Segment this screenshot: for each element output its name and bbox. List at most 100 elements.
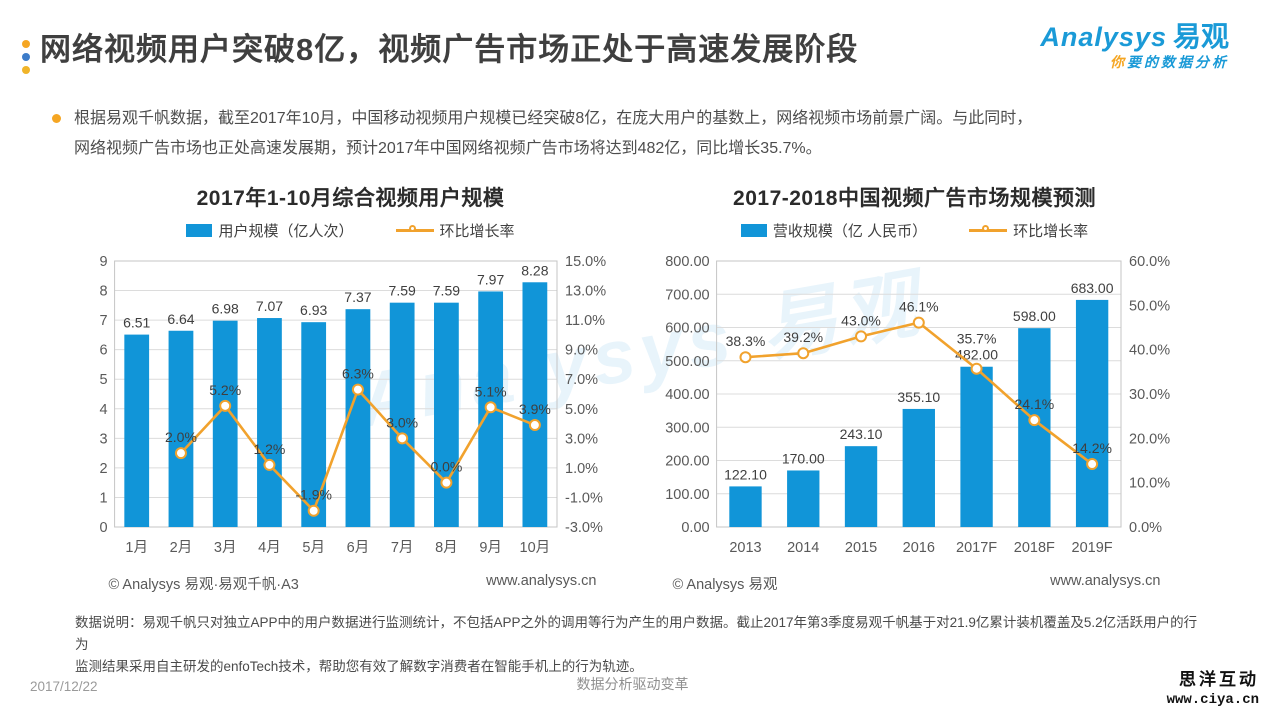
- chart-users: 2017年1-10月综合视频用户规模 用户规模（亿人次） 环比增长率 9 8 7 6 5…: [95, 182, 607, 594]
- bar: [1075, 299, 1108, 527]
- line-marker: [262, 458, 275, 471]
- combo-chart-svg: 800.00 700.00 600.00 500.00 400.00 300.00 200.…: [665, 254, 1170, 556]
- percent-label: 14.2%: [1072, 440, 1112, 456]
- bar-value-label: 6.64: [167, 311, 194, 327]
- y-axis-left-tick: 4: [99, 402, 107, 418]
- line-marker: [351, 383, 364, 396]
- y-axis-right-tick: 0.0%: [1129, 520, 1162, 536]
- percent-label: 24.1%: [1014, 396, 1054, 412]
- summary-line-2: 网络视频广告市场也正处高速发展期，预计2017年中国网络视频广告市场将达到482…: [74, 140, 822, 157]
- bullet-icon: [52, 114, 61, 123]
- data-note-line-2: 监测结果采用自主研发的enfoTech技术，帮助您有效了解数字消费者在智能手机上…: [75, 659, 643, 674]
- bar-value-label: 7.37: [344, 289, 371, 305]
- y-axis-right-tick: 60.0%: [1129, 254, 1170, 270]
- y-axis-left-tick: 0: [99, 520, 107, 536]
- percent-label: 39.2%: [783, 329, 823, 345]
- bar: [844, 446, 877, 527]
- percent-label: -1.9%: [295, 487, 332, 503]
- chart-title: 2017年1-10月综合视频用户规模: [196, 187, 505, 210]
- y-axis-right-tick: 11.0%: [565, 313, 605, 329]
- chart-source-url: www.analysys.cn: [1050, 573, 1161, 589]
- x-axis-label: 2017F: [956, 540, 997, 556]
- bar-value-label: 7.07: [255, 298, 282, 314]
- percent-label: 5.1%: [474, 383, 506, 399]
- bar-value-label: 7.97: [477, 271, 504, 287]
- y-axis-right-tick: -3.0%: [565, 520, 603, 536]
- x-axis-label: 7月: [390, 540, 413, 556]
- bar-value-label: 7.59: [432, 283, 459, 299]
- x-axis-label: 8月: [435, 540, 458, 556]
- x-axis-label: 2014: [787, 540, 819, 556]
- bar: [345, 309, 370, 527]
- percent-label: 5.2%: [209, 382, 241, 398]
- y-axis-left-tick: 8: [99, 284, 107, 300]
- bar-value-label: 243.10: [839, 426, 882, 442]
- y-axis-left-tick: 9: [99, 254, 107, 270]
- bar: [959, 366, 993, 527]
- chart-ad-market: 2017-2018中国视频广告市场规模预测 营收规模（亿 人民币） 环比增长率 …: [659, 182, 1171, 594]
- logo-brand-cn: 易观: [1172, 21, 1229, 52]
- percent-label: 3.0%: [386, 414, 418, 430]
- percent-label: 2.0%: [164, 429, 196, 445]
- data-note: 数据说明：易观千帆只对独立APP中的用户数据进行监测统计，不包括APP之外的调用…: [75, 612, 1200, 678]
- bar: [389, 302, 415, 527]
- x-axis-label: 9月: [479, 540, 502, 556]
- chart-title: 2017-2018中国视频广告市场规模预测: [733, 187, 1096, 210]
- line-legend-swatch-icon: [969, 224, 1008, 237]
- bar-value-label: 683.00: [1070, 280, 1113, 296]
- line-legend-swatch-icon: [395, 224, 434, 237]
- y-axis-right-tick: 20.0%: [1129, 431, 1170, 447]
- percent-label: 43.0%: [841, 312, 881, 328]
- bar-value-label: 6.98: [211, 301, 238, 317]
- summary-line-1: 根据易观千帆数据，截至2017年10月，中国移动视频用户规模已经突破8亿，在庞大…: [74, 110, 1033, 127]
- bar: [300, 322, 326, 527]
- x-axis-label: 6月: [346, 540, 369, 556]
- chart-legend: 用户规模（亿人次） 环比增长率: [95, 220, 607, 241]
- line-marker: [395, 432, 408, 445]
- x-axis-label: 2015: [844, 540, 876, 556]
- y-axis-right-tick: -1.0%: [565, 490, 603, 506]
- charts-row: 2017年1-10月综合视频用户规模 用户规模（亿人次） 环比增长率 9 8 7 6 5…: [0, 182, 1265, 594]
- y-axis-left-tick: 6: [99, 343, 107, 359]
- bar-value-label: 598.00: [1012, 308, 1055, 324]
- y-axis-right-tick: 5.0%: [565, 402, 598, 418]
- line-marker: [1085, 458, 1098, 471]
- line-marker: [1027, 414, 1040, 427]
- y-axis-left-tick: 0.00: [681, 520, 709, 536]
- bar: [433, 302, 459, 527]
- line-marker: [912, 316, 925, 329]
- y-axis-left-tick: 100.00: [665, 487, 709, 503]
- chart-copyright: © Analysys 易观: [672, 577, 778, 593]
- site-watermark-url: www.ciya.cn: [1166, 691, 1259, 708]
- y-axis-right-tick: 30.0%: [1129, 387, 1170, 403]
- line-marker: [218, 399, 231, 412]
- y-axis-right-tick: 50.0%: [1129, 298, 1170, 314]
- y-axis-left-tick: 400.00: [665, 387, 709, 403]
- y-axis-left-tick: 600.00: [665, 321, 709, 337]
- y-axis-left-tick: 5: [99, 372, 107, 388]
- x-axis-label: 3月: [213, 540, 236, 556]
- y-axis-left-tick: 800.00: [665, 254, 709, 270]
- bar-legend-label: 用户规模（亿人次）: [218, 223, 354, 240]
- y-axis-right-tick: 15.0%: [565, 254, 606, 270]
- line-marker: [484, 401, 497, 414]
- x-axis-label: 2019F: [1071, 540, 1112, 556]
- line-marker: [307, 504, 320, 517]
- percent-label: 6.3%: [341, 366, 373, 382]
- y-axis-left-tick: 300.00: [665, 420, 709, 436]
- x-axis-label: 5月: [302, 540, 325, 556]
- y-axis-right-tick: 7.0%: [565, 372, 598, 388]
- logo-tagline-rest: 要的数据分析: [1127, 54, 1229, 71]
- y-axis-left-tick: 700.00: [665, 287, 709, 303]
- line-marker: [738, 351, 751, 364]
- x-axis-label: 2018F: [1013, 540, 1054, 556]
- y-axis-right-tick: 40.0%: [1129, 343, 1170, 359]
- bar: [786, 470, 819, 527]
- dot-orange-icon: [22, 40, 30, 48]
- percent-label: 3.9%: [518, 401, 550, 417]
- bar: [256, 318, 282, 527]
- dot-blue-icon: [22, 53, 30, 61]
- dot-yellow-icon: [22, 66, 30, 74]
- bar-value-label: 7.59: [388, 283, 415, 299]
